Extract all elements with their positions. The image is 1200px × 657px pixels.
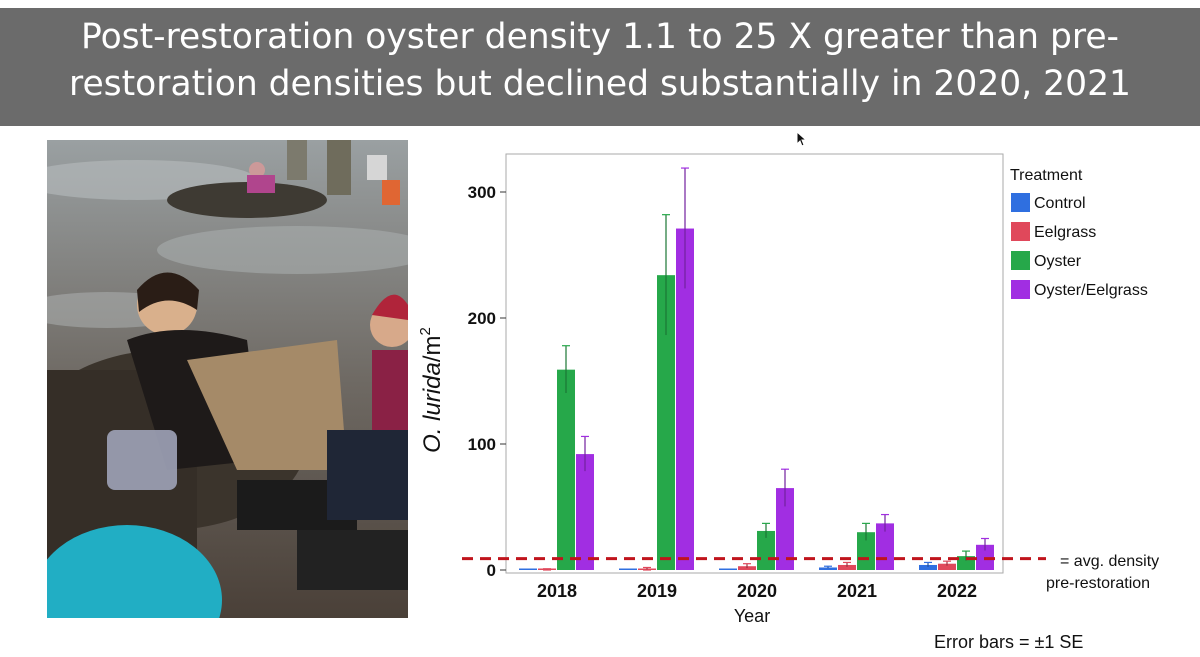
- legend-swatch: [1011, 222, 1030, 241]
- y-axis-title: O. lurida/m2: [417, 327, 446, 453]
- bar-oyster-2018: [557, 369, 575, 570]
- y-tick-label: 100: [468, 435, 496, 454]
- x-tick-label: 2020: [737, 581, 777, 601]
- y-tick-label: 200: [468, 309, 496, 328]
- bar-oyster-eelgrass-2019: [676, 228, 694, 570]
- legend-swatch: [1011, 280, 1030, 299]
- x-tick-label: 2019: [637, 581, 677, 601]
- reference-line-label-1: = avg. density: [1060, 553, 1159, 570]
- x-tick-label: 2021: [837, 581, 877, 601]
- oyster-density-chart: 0 100 200 300 2018 2019 2020 2021 2022 Year O. …: [410, 140, 1200, 652]
- bar-control-2018: [519, 568, 537, 570]
- slide-title-line-1: Post-restoration oyster density 1.1 to 2…: [81, 17, 1119, 57]
- y-tick-label: 0: [487, 561, 496, 580]
- y-tick-label: 300: [468, 183, 496, 202]
- slide-title-line-2: restoration densities but declined subst…: [69, 64, 1131, 104]
- mouse-cursor-icon: [796, 131, 808, 147]
- legend-swatch: [1011, 193, 1030, 212]
- bar-oyster-2019: [657, 275, 675, 570]
- x-tick-label: 2018: [537, 581, 577, 601]
- legend-title: Treatment: [1010, 167, 1083, 184]
- legend-label: Eelgrass: [1034, 224, 1096, 241]
- bar-oyster-eelgrass-2020: [776, 488, 794, 570]
- x-tick-label: 2022: [937, 581, 977, 601]
- reference-line-label-2: pre-restoration: [1046, 575, 1150, 592]
- bar-control-2020: [719, 568, 737, 570]
- legend-label: Control: [1034, 195, 1086, 212]
- bar-oyster-eelgrass-2018: [576, 454, 594, 570]
- legend-label: Oyster/Eelgrass: [1034, 282, 1148, 299]
- legend-swatch: [1011, 251, 1030, 270]
- error-bar-footnote: Error bars = ±1 SE: [934, 632, 1083, 652]
- legend-label: Oyster: [1034, 253, 1082, 270]
- x-axis-title: Year: [734, 606, 770, 626]
- title-banner: [0, 8, 1200, 126]
- bar-oyster-2020: [757, 530, 775, 570]
- bar-control-2019: [619, 568, 637, 570]
- field-photo: [47, 140, 408, 618]
- bar-oyster-2021: [857, 532, 875, 570]
- bar-eelgrass-2022: [938, 563, 956, 570]
- plot-area-frame: [505, 153, 1004, 574]
